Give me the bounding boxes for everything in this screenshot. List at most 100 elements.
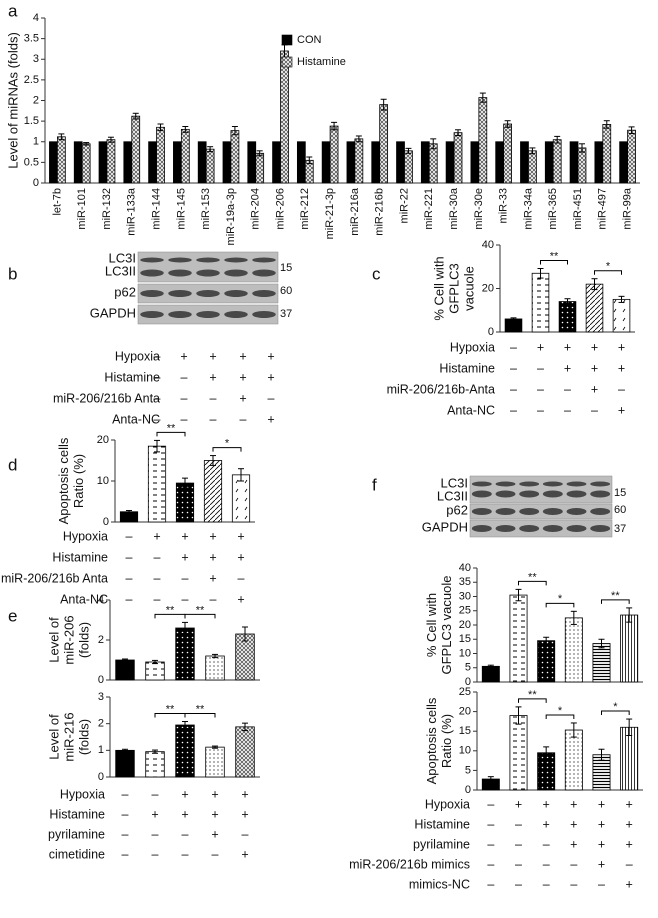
condition-name: miR-206/216b-Anta: [387, 382, 495, 396]
error-bar: [626, 607, 633, 623]
error-bar: [182, 125, 189, 133]
blot-marker: 37: [280, 308, 292, 320]
condition-name: Histamine: [414, 817, 470, 831]
error-bar: [154, 439, 160, 453]
x-tick-label: miR-365: [547, 188, 559, 230]
y-tick-label: 15: [459, 633, 471, 645]
significance-bracket: [601, 710, 630, 716]
bar: [564, 729, 583, 791]
y-tick-label: 0: [98, 771, 104, 783]
condition-sign: –: [181, 391, 188, 405]
blot-band: [542, 490, 563, 498]
x-tick-label: miR-132: [101, 188, 113, 230]
condition-sign: –: [182, 571, 189, 585]
condition-sign: –: [515, 857, 522, 871]
condition-sign: –: [515, 817, 522, 831]
bar: [558, 301, 577, 333]
condition-sign: +: [181, 807, 188, 821]
condition-name: pyrilamine: [48, 827, 105, 841]
y-axis-label-line: Level of: [46, 714, 61, 760]
bar: [81, 143, 91, 184]
x-tick-label: miR-216a: [349, 187, 361, 236]
error-bar: [603, 120, 610, 129]
legend-swatch: [281, 56, 293, 68]
x-tick-label: miR-206: [274, 188, 286, 230]
error-bar: [157, 123, 164, 132]
y-axis-label-line: miR-206: [61, 615, 76, 664]
blot-band: [252, 290, 276, 297]
y-tick-label: 15: [459, 725, 471, 737]
bar: [346, 141, 356, 184]
blot-marker: 15: [614, 487, 626, 499]
bar: [445, 141, 455, 184]
bar: [203, 460, 223, 523]
blot-band: [252, 257, 276, 263]
significance-bracket: [212, 447, 242, 452]
error-bar: [242, 722, 248, 732]
y-tick-label: 0: [33, 177, 39, 189]
condition-sign: +: [237, 550, 244, 564]
error-bar: [231, 125, 238, 136]
condition-name: Hypoxia: [115, 349, 160, 363]
bar: [205, 746, 225, 778]
bar: [321, 141, 331, 184]
bar: [371, 141, 381, 184]
x-tick-label: miR-30a: [448, 187, 460, 229]
x-tick-label: miR-21-3p: [324, 188, 336, 239]
significance-label: *: [558, 593, 563, 605]
condition-sign: +: [181, 529, 188, 543]
condition-sign: –: [543, 877, 550, 891]
y-tick-label: 0: [488, 326, 494, 338]
y-axis-label-line: GFPLC3: [446, 263, 461, 314]
y-axis-label: Level of miRNAs (folds): [5, 32, 20, 169]
bar: [56, 136, 66, 184]
condition-sign: +: [211, 807, 218, 821]
bar: [564, 617, 583, 683]
blot-band: [519, 508, 540, 515]
error-bar: [543, 636, 550, 645]
y-tick-label: 4: [98, 594, 104, 606]
blot-band: [590, 508, 611, 515]
condition-sign: –: [487, 817, 494, 831]
blot-marker: 37: [614, 523, 626, 535]
error-bar: [504, 120, 511, 128]
condition-sign: –: [591, 403, 598, 417]
blot-band: [140, 311, 164, 318]
condition-sign: +: [598, 837, 605, 851]
blot-band: [542, 481, 563, 487]
condition-sign: –: [564, 403, 571, 417]
condition-sign: –: [154, 550, 161, 564]
condition-sign: –: [152, 787, 159, 801]
blot-band: [224, 311, 248, 318]
x-tick-label: miR-133a: [126, 187, 138, 236]
error-bar: [242, 626, 248, 642]
bar: [420, 141, 430, 184]
bar: [231, 474, 251, 523]
error-bar: [626, 718, 633, 737]
condition-sign: –: [240, 412, 247, 426]
y-axis-label-line: Level of: [46, 617, 61, 663]
x-tick-label: miR-145: [175, 188, 187, 230]
y-tick-label: 2: [98, 718, 104, 730]
condition-sign: +: [570, 837, 577, 851]
condition-sign: +: [267, 370, 274, 384]
blot-band: [471, 481, 492, 487]
condition-sign: –: [268, 391, 275, 405]
condition-sign: +: [267, 349, 274, 363]
bar: [379, 104, 389, 184]
bar: [145, 751, 165, 778]
error-bar: [207, 146, 214, 153]
condition-sign: –: [564, 382, 571, 396]
blot-band: [471, 508, 492, 515]
y-axis-label-line: (folds): [76, 622, 91, 658]
error-bar: [628, 126, 635, 134]
legend-label: CON: [297, 34, 322, 46]
condition-sign: +: [618, 340, 625, 354]
condition-name: Anta-NC: [60, 592, 108, 606]
condition-sign: –: [122, 787, 129, 801]
significance-label: **: [196, 703, 205, 715]
condition-sign: +: [591, 361, 598, 375]
y-axis-label: Apoptosis cells Ratio (%): [56, 437, 86, 524]
error-bar: [487, 664, 494, 668]
blot-label: p62: [446, 502, 468, 517]
